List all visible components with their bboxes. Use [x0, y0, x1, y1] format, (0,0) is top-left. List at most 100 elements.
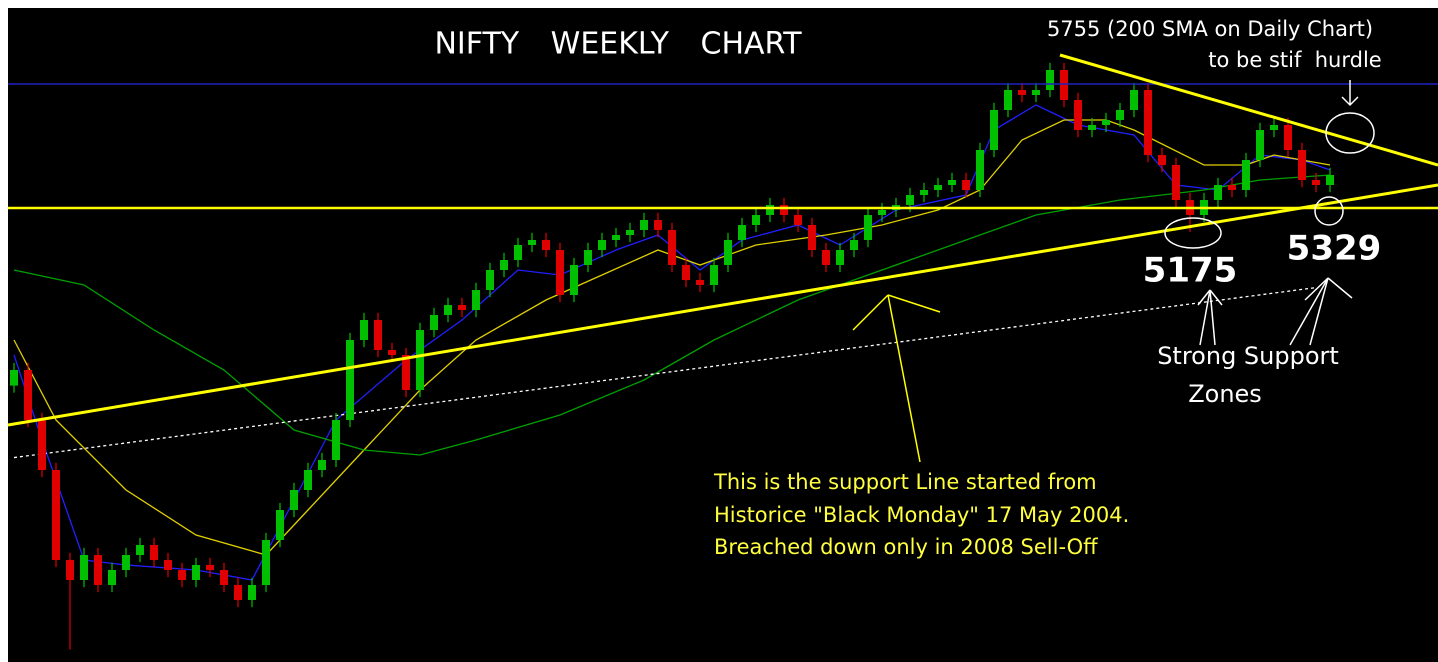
- arrow: [1341, 80, 1359, 107]
- candle-body: [416, 330, 424, 390]
- candle-body: [1046, 70, 1054, 90]
- candle-body: [626, 230, 634, 235]
- candle-body: [836, 250, 844, 265]
- arrow: [1197, 289, 1223, 346]
- chart-title: NIFTY WEEKLY CHART: [434, 27, 802, 62]
- annotation: 5755 (200 SMA on Daily Chart): [1047, 17, 1373, 41]
- candle-body: [962, 180, 970, 190]
- candle-body: [500, 260, 508, 270]
- candle-body: [346, 340, 354, 420]
- circle-marker: [1314, 196, 1344, 226]
- candle-body: [850, 240, 858, 250]
- candle-body: [136, 545, 144, 555]
- candle-body: [1116, 110, 1124, 120]
- candle-body: [192, 565, 200, 580]
- candle-body: [10, 370, 18, 386]
- candle-body: [402, 355, 410, 390]
- candle-body: [1130, 90, 1138, 110]
- annotation: This is the support Line started from: [713, 470, 1097, 494]
- candle-body: [206, 565, 214, 570]
- candle-body: [878, 210, 886, 215]
- candle-body: [318, 460, 326, 470]
- candle-body: [1102, 120, 1110, 125]
- candle-body: [696, 280, 704, 285]
- candle-body: [374, 320, 382, 350]
- candle-body: [430, 315, 438, 330]
- candle-body: [514, 245, 522, 260]
- candle-body: [94, 555, 102, 585]
- candle-body: [766, 205, 774, 215]
- candle-body: [1060, 70, 1068, 100]
- candle-body: [332, 420, 340, 460]
- circle-marker: [1325, 112, 1375, 154]
- candle-body: [1228, 185, 1236, 190]
- candle-body: [234, 585, 242, 600]
- candle-body: [1326, 175, 1334, 185]
- candle-body: [598, 240, 606, 250]
- candle-body: [262, 540, 270, 585]
- candle-body: [948, 180, 956, 185]
- candle-body: [710, 265, 718, 285]
- candle-body: [654, 220, 662, 230]
- candle-body: [1172, 165, 1180, 200]
- candle-body: [794, 215, 802, 225]
- candle-body: [990, 110, 998, 150]
- candle-body: [934, 185, 942, 190]
- candle-body: [1074, 100, 1082, 130]
- candle-body: [486, 270, 494, 290]
- candle-body: [304, 470, 312, 490]
- candle-body: [444, 305, 452, 315]
- candle-body: [570, 265, 578, 295]
- falling-trendline: [1059, 53, 1438, 167]
- candle-body: [1032, 90, 1040, 95]
- candle-body: [220, 570, 228, 585]
- candle-body: [108, 570, 116, 585]
- candle-body: [1312, 180, 1320, 185]
- candle-body: [1018, 90, 1026, 95]
- candle-body: [52, 470, 60, 560]
- candle-body: [528, 240, 536, 245]
- candle-body: [276, 510, 284, 540]
- price-area: [10, 62, 1334, 650]
- candle-body: [1158, 155, 1166, 165]
- candle-body: [752, 215, 760, 225]
- candle-body: [458, 305, 466, 310]
- candle-body: [1088, 125, 1096, 130]
- annotation: Breached down only in 2008 Sell-Off: [714, 535, 1098, 559]
- candle-body: [1256, 130, 1264, 160]
- annotation: to be stif hurdle: [1208, 48, 1381, 72]
- candle-body: [1242, 160, 1250, 190]
- candle-body: [542, 240, 550, 250]
- candle-body: [388, 350, 396, 355]
- candle-body: [808, 225, 816, 250]
- candle-body: [584, 250, 592, 265]
- candle-body: [178, 570, 186, 580]
- candle-body: [472, 290, 480, 310]
- arrow: [1289, 277, 1353, 346]
- candle-body: [1270, 125, 1278, 130]
- candle-body: [66, 560, 74, 580]
- candle-body: [24, 370, 32, 420]
- candle-body: [360, 320, 368, 340]
- candle-body: [822, 250, 830, 265]
- candle-body: [80, 555, 88, 580]
- candle-body: [976, 150, 984, 190]
- candle-body: [612, 235, 620, 240]
- candle-body: [38, 420, 46, 470]
- candle-body: [668, 230, 676, 265]
- candle-body: [1298, 150, 1306, 180]
- candle-body: [920, 190, 928, 195]
- candle-body: [150, 545, 158, 560]
- annotation: Zones: [1188, 380, 1262, 408]
- annotation-lines: [7, 53, 1438, 463]
- level-label: 5175: [1143, 251, 1238, 291]
- rising-trendline: [7, 183, 1438, 427]
- candle-body: [556, 250, 564, 295]
- candle-body: [640, 220, 648, 230]
- candle-body: [906, 195, 914, 205]
- candle-body: [1284, 125, 1292, 150]
- candle-body: [864, 215, 872, 240]
- candle-body: [122, 555, 130, 570]
- candle-body: [248, 585, 256, 600]
